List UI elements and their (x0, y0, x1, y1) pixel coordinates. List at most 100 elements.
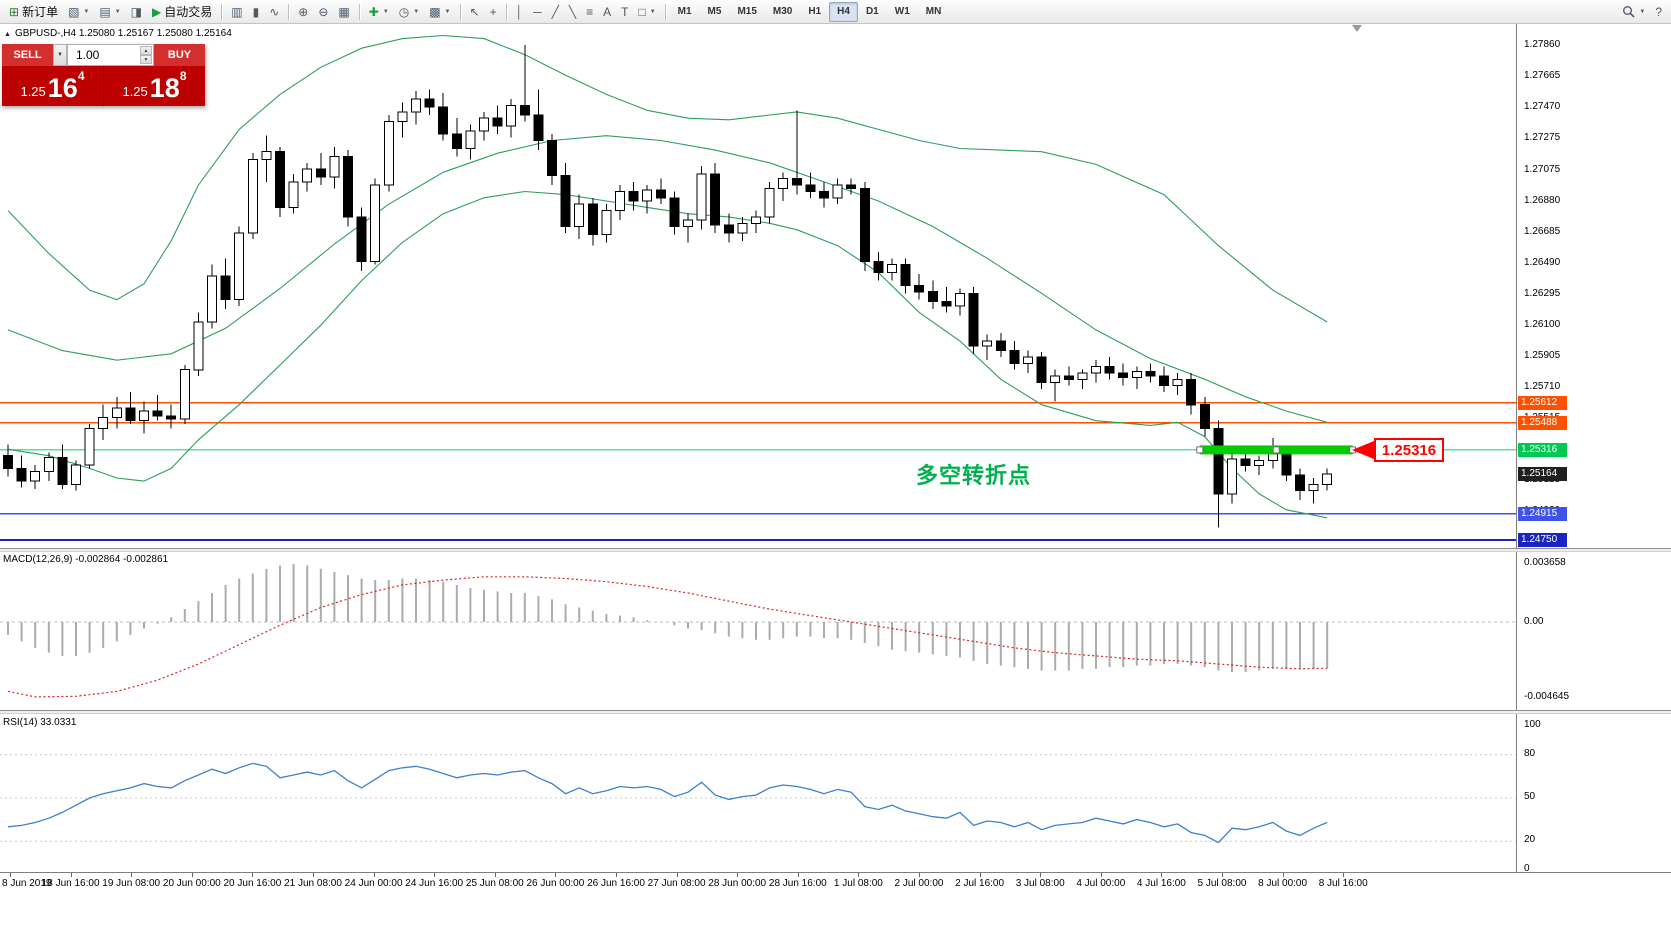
object-handle[interactable] (1272, 446, 1280, 454)
timeframe-d1-button[interactable]: D1 (865, 6, 879, 17)
shapes-button[interactable]: □ ▼ (633, 2, 660, 22)
fibonacci-button[interactable]: ≡ (581, 2, 598, 22)
zoom-in-button[interactable]: ⊕ (293, 2, 313, 22)
timeframe-m15-button[interactable]: M15 (737, 6, 757, 17)
timeframe-m5-button[interactable]: M5 (707, 6, 722, 17)
candle-body (859, 187, 870, 262)
bar-chart-icon: ▥ (231, 4, 243, 19)
new-order-button[interactable]: ⊞ 新订单 (4, 2, 63, 22)
timeframe-mn-button[interactable]: MN (925, 6, 942, 17)
bar-chart-button[interactable]: ▥ (226, 2, 247, 22)
label-button[interactable]: T (616, 2, 633, 22)
templates-button[interactable]: ▩ ▼ (424, 2, 455, 22)
candle-body (574, 203, 585, 227)
timeframe-m1-button[interactable]: M1 (677, 6, 692, 17)
market-watch-icon: ◨ (130, 4, 143, 19)
panel-splitter[interactable] (0, 710, 1671, 714)
auto-trading-button[interactable]: ▶ 自动交易 (147, 2, 217, 22)
cursor-button[interactable]: ↖ (465, 2, 485, 22)
time-axis-label: 25 Jun 08:00 (465, 878, 524, 889)
macd-plot (0, 563, 1516, 698)
timeframe-w1-button[interactable]: W1 (894, 6, 910, 17)
horizontal-line-button[interactable]: ─ (528, 2, 547, 22)
symbol-search-button[interactable]: ▼ (1617, 2, 1650, 22)
candle-body (873, 261, 884, 274)
buy-price[interactable]: 1.25 18 8 (104, 66, 205, 106)
candle-body (356, 216, 367, 262)
toolbar-group: ↖ + (465, 0, 502, 24)
vertical-line-button[interactable]: │ (511, 2, 529, 22)
channel-button[interactable]: ╲ (564, 2, 581, 22)
zoom-out-button[interactable]: ⊖ (313, 2, 333, 22)
candle-body (1104, 366, 1115, 374)
cursor-icon: ↖ (469, 4, 480, 19)
candle-body (152, 410, 163, 417)
arrange-windows-icon: ▦ (338, 4, 350, 19)
crosshair-button[interactable]: + (485, 2, 502, 22)
candle-body (995, 340, 1006, 352)
chart-shift-marker-icon[interactable] (1352, 25, 1362, 32)
line-chart-icon: ∿ (269, 4, 280, 19)
panel-splitter[interactable] (0, 548, 1671, 552)
time-axis-label: 28 Jun 16:00 (768, 878, 827, 889)
candle-body (764, 187, 775, 218)
market-watch-button[interactable]: ◨ (126, 2, 147, 22)
new-order-button-label: 新订单 (22, 5, 59, 19)
timeframe-group: M1 M5 M15 M30 H1 H4 D1 W1 MN (670, 0, 950, 24)
candle-body (166, 415, 177, 420)
new-chart-button[interactable]: ▧ ▼ (63, 2, 94, 22)
dropdown-caret-icon: ▼ (1639, 8, 1646, 15)
profiles-button[interactable]: ▤ ▼ (94, 2, 125, 22)
line-chart-button[interactable]: ∿ (264, 2, 284, 22)
templates-icon: ▩ (429, 4, 441, 19)
help-button[interactable]: ? (1650, 2, 1667, 22)
callout-text: 1.25316 (1381, 441, 1437, 459)
time-axis-label: 26 Jun 00:00 (526, 878, 585, 889)
zoom-out-icon: ⊖ (318, 4, 329, 19)
text-button[interactable]: A (598, 2, 616, 22)
new-order-icon: ⊞ (9, 4, 20, 19)
order-options-dropdown[interactable] (53, 44, 67, 66)
candle-body (16, 467, 27, 482)
rsi-indicator-panel[interactable] (0, 714, 1516, 872)
price-axis[interactable]: 1.27860 1.27665 1.27470 1.27275 1.27075 1.268… (1516, 24, 1671, 874)
timeframe-m30-button[interactable]: M30 (772, 6, 793, 17)
candlestick-chart-button[interactable]: ▮ (248, 2, 265, 22)
periods-button[interactable]: ◷ ▼ (394, 2, 424, 22)
price-axis-label: 1.27665 (1524, 70, 1561, 82)
candle-body (1227, 458, 1237, 495)
candle-body (587, 203, 598, 235)
fibonacci-icon: ≡ (586, 4, 594, 19)
timeframe-h1-button[interactable]: H1 (808, 6, 822, 17)
candle-body (968, 292, 979, 347)
object-handle[interactable] (1196, 446, 1204, 454)
price-level-label: 1.24915 (1518, 506, 1567, 521)
sell-button[interactable]: SELL (2, 44, 53, 66)
time-axis-tick (1282, 873, 1284, 877)
indicators-button[interactable]: ✚ ▼ (364, 2, 394, 22)
price-axis-label: 1.25905 (1524, 350, 1561, 362)
price-axis-label: 1.26685 (1524, 226, 1561, 238)
candle-body (927, 291, 938, 302)
price-chart-panel[interactable] (0, 24, 1516, 548)
chart-text-annotation[interactable]: 多空转折点 (916, 463, 1032, 488)
volume-up-button[interactable] (140, 46, 152, 55)
buy-button[interactable]: BUY (154, 44, 205, 66)
time-axis[interactable]: 8 Jun 2019 18 Jun 16:00 19 Jun 08:00 20 Jun… (0, 872, 1671, 895)
price-level-label: 1.24750 (1518, 533, 1567, 548)
trendline-button[interactable]: ╱ (547, 2, 564, 22)
sell-price[interactable]: 1.25 16 4 (2, 66, 104, 106)
dropdown-caret-icon: ▼ (83, 8, 90, 15)
volume-down-button[interactable] (140, 55, 152, 64)
macd-indicator-panel[interactable] (0, 552, 1516, 710)
sell-price-pips: 16 (47, 73, 78, 103)
candle-body (98, 417, 109, 430)
candle-body (261, 151, 272, 161)
time-axis-tick (434, 873, 436, 877)
arrange-windows-button[interactable]: ▦ (333, 2, 354, 22)
price-callout-label[interactable]: 1.25316 (1374, 438, 1444, 462)
macd-axis-label: 0.003658 (1524, 557, 1566, 568)
time-axis-label: 8 Jul 16:00 (1318, 878, 1368, 889)
volume-input[interactable]: 1.00 (67, 44, 154, 66)
timeframe-h4-button[interactable]: H4 (829, 1, 858, 22)
